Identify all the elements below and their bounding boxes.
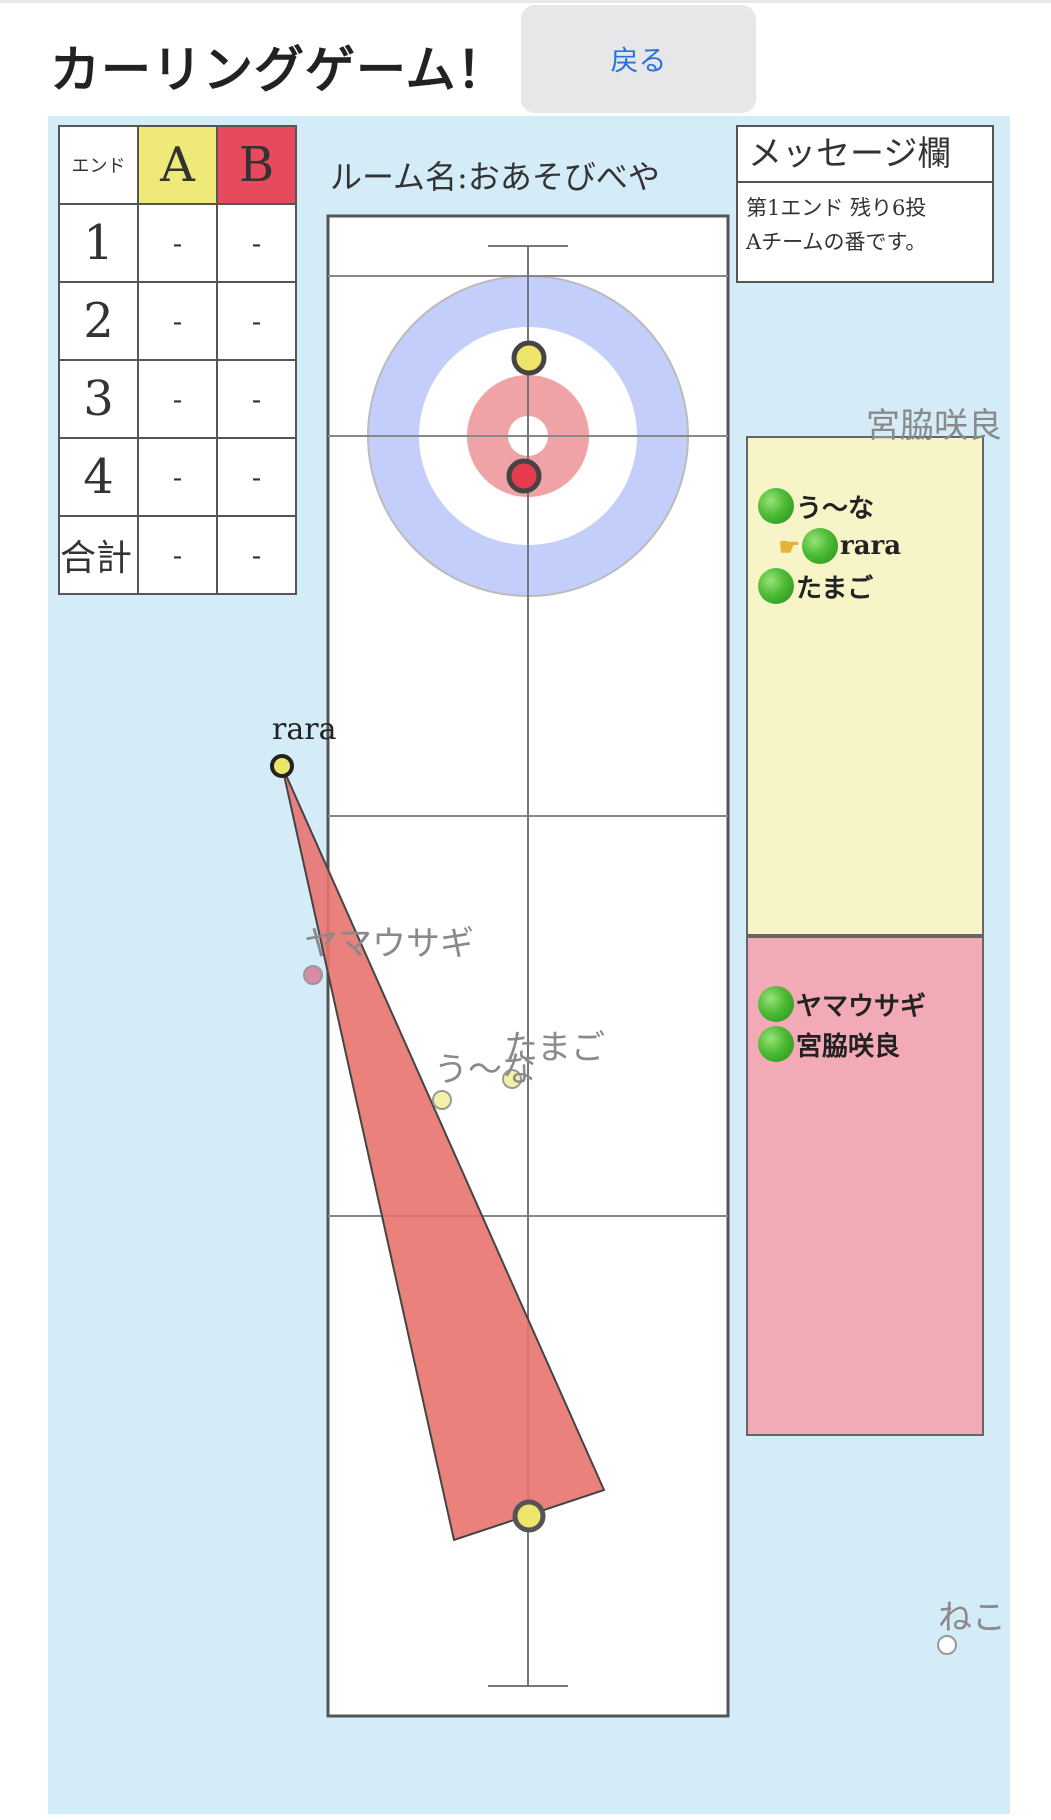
score-b: -	[216, 281, 297, 361]
ready-icon	[758, 568, 794, 604]
total-label: 合計	[58, 515, 139, 595]
team-a-player: たまご	[758, 566, 982, 606]
player-marker-una	[432, 1090, 452, 1110]
team-b-panel: ヤマウサギ 宮脇咲良	[746, 936, 984, 1436]
score-total-row: 合計 - -	[58, 515, 297, 595]
stone-yellow	[511, 340, 547, 376]
back-button[interactable]: 戻る	[521, 5, 756, 113]
score-a: -	[137, 359, 218, 439]
score-row: 4 - -	[58, 437, 297, 517]
page-title: カーリングゲーム！	[50, 41, 508, 99]
game-field[interactable]: エンド A B 1 - - 2 - - 3 - - 4 - - 合計 - -	[48, 116, 1010, 1814]
end-header: エンド	[58, 125, 139, 205]
score-a: -	[137, 281, 218, 361]
team-a-header: A	[137, 125, 218, 205]
player-name: rara	[840, 531, 902, 561]
score-a: -	[137, 203, 218, 283]
pointing-hand-icon: ☛	[778, 531, 800, 561]
ready-icon	[758, 986, 794, 1022]
message-box: メッセージ欄 第1エンド 残り6投 Aチームの番です。	[736, 125, 994, 283]
active-player-label: rara	[272, 712, 337, 747]
stone-red	[506, 458, 542, 494]
message-line: Aチームの番です。	[746, 230, 927, 254]
field-label-tamago: たまご	[504, 1028, 605, 1068]
player-name: ヤマウサギ	[796, 991, 927, 1022]
total-b: -	[216, 515, 297, 595]
team-b-player: ヤマウサギ	[758, 984, 982, 1024]
score-row: 3 - -	[58, 359, 297, 439]
ready-icon	[758, 1026, 794, 1062]
score-row: 1 - -	[58, 203, 297, 283]
end-number: 1	[58, 203, 139, 283]
player-marker-yamausagi	[303, 965, 323, 985]
score-row: 2 - -	[58, 281, 297, 361]
ready-icon	[802, 528, 838, 564]
team-b-header: B	[216, 125, 297, 205]
player-name: 宮脇咲良	[796, 1031, 901, 1062]
score-a: -	[137, 437, 218, 517]
team-a-player-current: ☛ rara	[758, 526, 982, 566]
field-label-una: う〜な	[434, 1050, 536, 1090]
team-a-panel: う〜な ☛ rara たまご	[746, 436, 984, 936]
message-box-title: メッセージ欄	[738, 127, 992, 183]
field-label-neko: ねこ	[938, 1598, 1006, 1638]
message-list: 第1エンド 残り6投 Aチームの番です。	[738, 183, 992, 259]
message-line: 第1エンド 残り6投	[746, 196, 927, 220]
ready-icon	[758, 488, 794, 524]
end-number: 4	[58, 437, 139, 517]
total-a: -	[137, 515, 218, 595]
team-a-player: う〜な	[758, 486, 982, 526]
stone-delivery	[512, 1499, 546, 1533]
top-divider	[0, 0, 1051, 3]
score-b: -	[216, 359, 297, 439]
player-marker-tamago	[502, 1069, 522, 1089]
field-label-miyawaki: 宮脇咲良	[866, 406, 1002, 446]
player-marker-neko	[937, 1635, 957, 1655]
team-b-player: 宮脇咲良	[758, 1024, 982, 1064]
curling-sheet[interactable]	[48, 116, 1010, 1814]
score-table: エンド A B 1 - - 2 - - 3 - - 4 - - 合計 - -	[58, 125, 297, 595]
end-number: 2	[58, 281, 139, 361]
player-name: たまご	[796, 573, 874, 604]
score-b: -	[216, 437, 297, 517]
score-b: -	[216, 203, 297, 283]
end-number: 3	[58, 359, 139, 439]
room-name: ルーム名:おあそびべや	[330, 158, 660, 196]
field-label-yamausagi: ヤマウサギ	[304, 924, 474, 964]
player-name: う〜な	[796, 493, 875, 524]
active-player-marker	[270, 754, 294, 778]
